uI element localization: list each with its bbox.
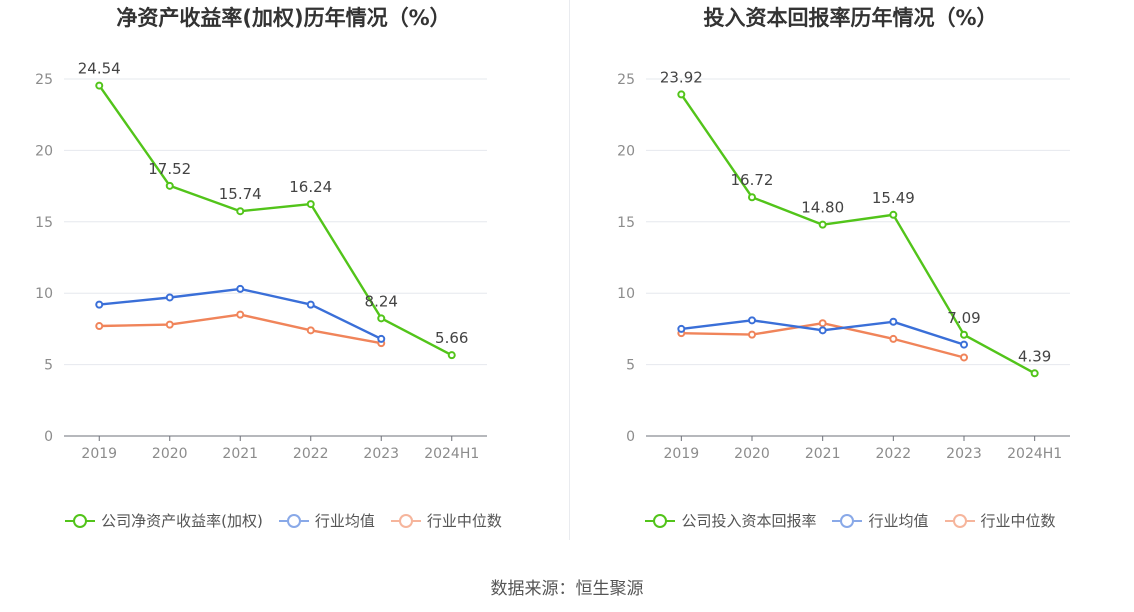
legend-item[interactable]: 行业中位数 xyxy=(390,510,502,531)
data-point xyxy=(818,319,827,328)
legend-marker-icon xyxy=(65,513,96,529)
x-tick-label: 2024H1 xyxy=(424,446,479,462)
data-point xyxy=(677,90,686,99)
x-tick-label: 2022 xyxy=(293,446,329,462)
data-point xyxy=(236,310,245,319)
data-point xyxy=(165,181,174,190)
y-tick-label: 5 xyxy=(626,358,635,374)
data-point xyxy=(677,324,686,333)
chart-title: 净资产收益率(加权)历年情况（%） xyxy=(116,6,451,30)
data-point xyxy=(306,300,315,309)
data-label: 16.72 xyxy=(731,171,774,189)
y-tick-label: 15 xyxy=(35,215,53,231)
legend-marker-icon xyxy=(944,513,975,529)
data-point xyxy=(889,317,898,326)
data-point xyxy=(306,326,315,335)
data-label: 17.52 xyxy=(148,160,191,178)
chart-plot-roic: 0 5 10 15 20 25 2019 2020 2021 2022 2023 2024H1 23.9… xyxy=(617,68,1070,462)
data-point xyxy=(748,193,756,202)
data-label: 5.66 xyxy=(435,329,468,347)
y-tick-label: 0 xyxy=(626,429,635,445)
data-point xyxy=(236,207,245,216)
y-tick-label: 10 xyxy=(617,286,635,302)
legend-item[interactable]: 行业均值 xyxy=(278,510,375,531)
legend-item[interactable]: 行业均值 xyxy=(832,510,929,531)
legend-item[interactable]: 公司净资产收益率(加权) xyxy=(65,510,263,531)
data-point xyxy=(95,81,104,90)
y-tick-label: 20 xyxy=(35,143,53,159)
chart-panel-roe: 净资产收益率(加权)历年情况（%） 0 5 10 15 20 25 2019 2020 2021… xyxy=(0,0,567,560)
y-tick-label: 20 xyxy=(617,143,635,159)
data-label: 15.74 xyxy=(219,185,262,203)
chart-legend-roic: 公司投入资本回报率 行业均值 行业中位数 xyxy=(567,510,1134,531)
x-tick-label: 2020 xyxy=(152,446,188,462)
x-tick-label: 2021 xyxy=(805,446,841,462)
legend-marker-icon xyxy=(645,513,676,529)
panel-divider xyxy=(569,0,570,540)
data-point xyxy=(960,340,968,349)
data-point xyxy=(818,220,827,229)
y-tick-label: 10 xyxy=(35,286,53,302)
legend-marker-icon xyxy=(390,513,421,529)
legend-label: 行业中位数 xyxy=(426,512,502,530)
chart-title: 投入资本回报率历年情况（%） xyxy=(703,6,998,30)
legend-item[interactable]: 行业中位数 xyxy=(944,510,1056,531)
data-point xyxy=(377,334,386,343)
x-tick-label: 2019 xyxy=(664,446,700,462)
data-point xyxy=(306,200,315,209)
data-point xyxy=(818,326,827,335)
legend-marker-icon xyxy=(832,513,863,529)
data-point xyxy=(960,330,968,339)
data-label: 15.49 xyxy=(872,189,915,207)
y-tick-label: 25 xyxy=(617,72,635,88)
data-point xyxy=(447,351,456,360)
legend-label: 行业中位数 xyxy=(980,512,1056,530)
x-tick-label: 2023 xyxy=(946,446,982,462)
data-point xyxy=(95,322,104,331)
data-point xyxy=(165,320,174,329)
data-point xyxy=(889,210,898,219)
x-tick-label: 2020 xyxy=(734,446,770,462)
data-label: 16.24 xyxy=(289,178,332,196)
data-point xyxy=(95,300,104,309)
data-point xyxy=(748,330,756,339)
data-point xyxy=(165,293,174,302)
data-label: 8.24 xyxy=(365,292,398,310)
legend-label: 行业均值 xyxy=(314,512,375,530)
legend-label: 公司净资产收益率(加权) xyxy=(101,512,263,530)
data-label: 23.92 xyxy=(660,68,703,86)
legend-label: 公司投入资本回报率 xyxy=(681,512,817,530)
data-label: 14.80 xyxy=(801,199,844,217)
y-tick-label: 25 xyxy=(35,72,53,88)
series-line xyxy=(98,84,453,357)
data-label: 24.54 xyxy=(78,60,121,78)
legend-item[interactable]: 公司投入资本回报率 xyxy=(645,510,816,531)
data-point xyxy=(889,334,898,343)
y-tick-label: 0 xyxy=(44,429,53,445)
x-tick-label: 2022 xyxy=(876,446,912,462)
series-line xyxy=(680,93,1036,375)
chart-panel-roic: 投入资本回报率历年情况（%） 0 5 10 15 20 25 2019 2020 2021 202… xyxy=(567,0,1134,560)
data-point xyxy=(1030,369,1039,378)
y-tick-label: 5 xyxy=(44,358,53,374)
data-label: 4.39 xyxy=(1018,347,1051,365)
y-tick-label: 15 xyxy=(617,215,635,231)
data-point xyxy=(748,316,756,325)
x-tick-label: 2024H1 xyxy=(1007,446,1062,462)
x-tick-label: 2019 xyxy=(81,446,117,462)
data-label: 7.09 xyxy=(947,309,980,327)
data-source-note: 数据来源：恒生聚源 xyxy=(490,579,644,599)
data-point xyxy=(960,353,968,362)
chart-legend-roe: 公司净资产收益率(加权) 行业均值 行业中位数 xyxy=(0,510,567,531)
data-point xyxy=(377,314,386,323)
legend-marker-icon xyxy=(278,513,309,529)
data-point xyxy=(236,284,245,293)
x-tick-label: 2021 xyxy=(222,446,258,462)
chart-plot-roe: 0 5 10 15 20 25 2019 2020 2021 2022 2023 2024H1 24.5… xyxy=(35,60,487,462)
legend-label: 行业均值 xyxy=(868,512,929,530)
x-tick-label: 2023 xyxy=(363,446,399,462)
